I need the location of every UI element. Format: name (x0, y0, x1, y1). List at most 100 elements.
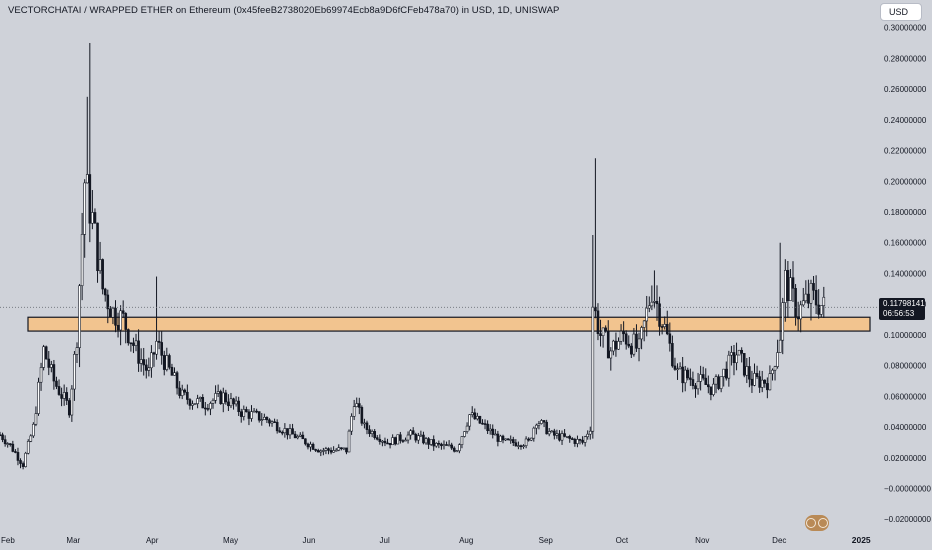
candle (789, 269, 792, 302)
candle (517, 441, 520, 450)
candle (209, 401, 212, 416)
candle (162, 350, 166, 376)
candle (450, 442, 453, 450)
candle (239, 408, 243, 423)
candle (368, 425, 371, 437)
x-tick-label: May (223, 536, 238, 545)
candle (0, 431, 2, 437)
candle (134, 333, 138, 352)
candle (678, 362, 682, 370)
candle (232, 397, 235, 410)
candle (550, 430, 554, 433)
candle (437, 440, 441, 449)
candle (42, 344, 45, 371)
candle (704, 368, 708, 385)
candle (391, 434, 394, 446)
candle (414, 432, 418, 443)
candle (586, 430, 589, 440)
candle (57, 379, 61, 396)
candle (432, 435, 436, 451)
candle (88, 43, 92, 243)
candle (50, 360, 53, 373)
current-price-tag: 0.11798141 06:56:53 (879, 298, 925, 321)
candle (278, 427, 282, 433)
candle (511, 436, 515, 447)
candle (322, 447, 325, 456)
candle (784, 259, 787, 322)
candle (627, 335, 631, 349)
candle (514, 439, 518, 447)
candle (224, 389, 228, 405)
candle (429, 439, 433, 446)
candle (799, 300, 803, 333)
candle (673, 357, 677, 371)
candle (794, 284, 797, 326)
support-zone (27, 316, 871, 332)
candle (817, 289, 820, 319)
candle (486, 420, 489, 434)
candle (491, 424, 495, 439)
candle (665, 310, 669, 336)
candle (188, 398, 192, 410)
candle (419, 430, 423, 437)
candle (658, 296, 661, 336)
candle (494, 429, 497, 436)
y-tick-label: 0.26000000 (884, 85, 927, 94)
candle (347, 429, 351, 453)
candle (365, 420, 369, 435)
x-tick-label: Jun (303, 536, 316, 545)
candle (157, 330, 161, 350)
candle (463, 431, 466, 438)
candle (329, 447, 333, 455)
candle (724, 361, 728, 381)
candle (730, 345, 733, 366)
candle (601, 327, 605, 348)
candle (11, 440, 15, 453)
candle (801, 287, 805, 307)
candle (37, 377, 40, 416)
y-tick-label: 0.04000000 (884, 423, 927, 432)
candle (152, 351, 156, 367)
current-price-label: 0.11798141 (883, 299, 925, 309)
candle (229, 392, 233, 409)
candle (147, 357, 151, 377)
tradingview-logo-icon[interactable] (805, 515, 829, 531)
candle (537, 420, 541, 430)
candle (614, 332, 618, 357)
candle (701, 366, 705, 381)
candle (545, 419, 548, 435)
candle (807, 279, 810, 309)
candle (144, 359, 148, 379)
candle (663, 316, 666, 330)
candle (409, 429, 412, 440)
candle (686, 367, 690, 381)
candle (796, 301, 800, 332)
candle (460, 435, 464, 449)
y-tick-label: 0.10000000 (884, 331, 927, 340)
candle (804, 280, 808, 304)
candle (822, 286, 826, 318)
candle (178, 381, 181, 399)
candle (52, 359, 56, 390)
candle (596, 303, 600, 341)
candle (547, 427, 551, 437)
candle (204, 401, 207, 416)
candle (755, 365, 759, 379)
candle (735, 342, 738, 371)
candle (288, 424, 292, 439)
candle (717, 374, 720, 391)
candle (699, 365, 702, 391)
candle (465, 422, 469, 434)
candle (635, 324, 638, 352)
candle (8, 443, 12, 447)
candle (722, 368, 726, 387)
candle (306, 442, 310, 450)
candle (175, 370, 179, 395)
candle (304, 438, 307, 446)
candle (291, 423, 294, 435)
currency-button[interactable]: USD (880, 3, 922, 21)
candle (624, 330, 628, 350)
candle (442, 440, 446, 450)
